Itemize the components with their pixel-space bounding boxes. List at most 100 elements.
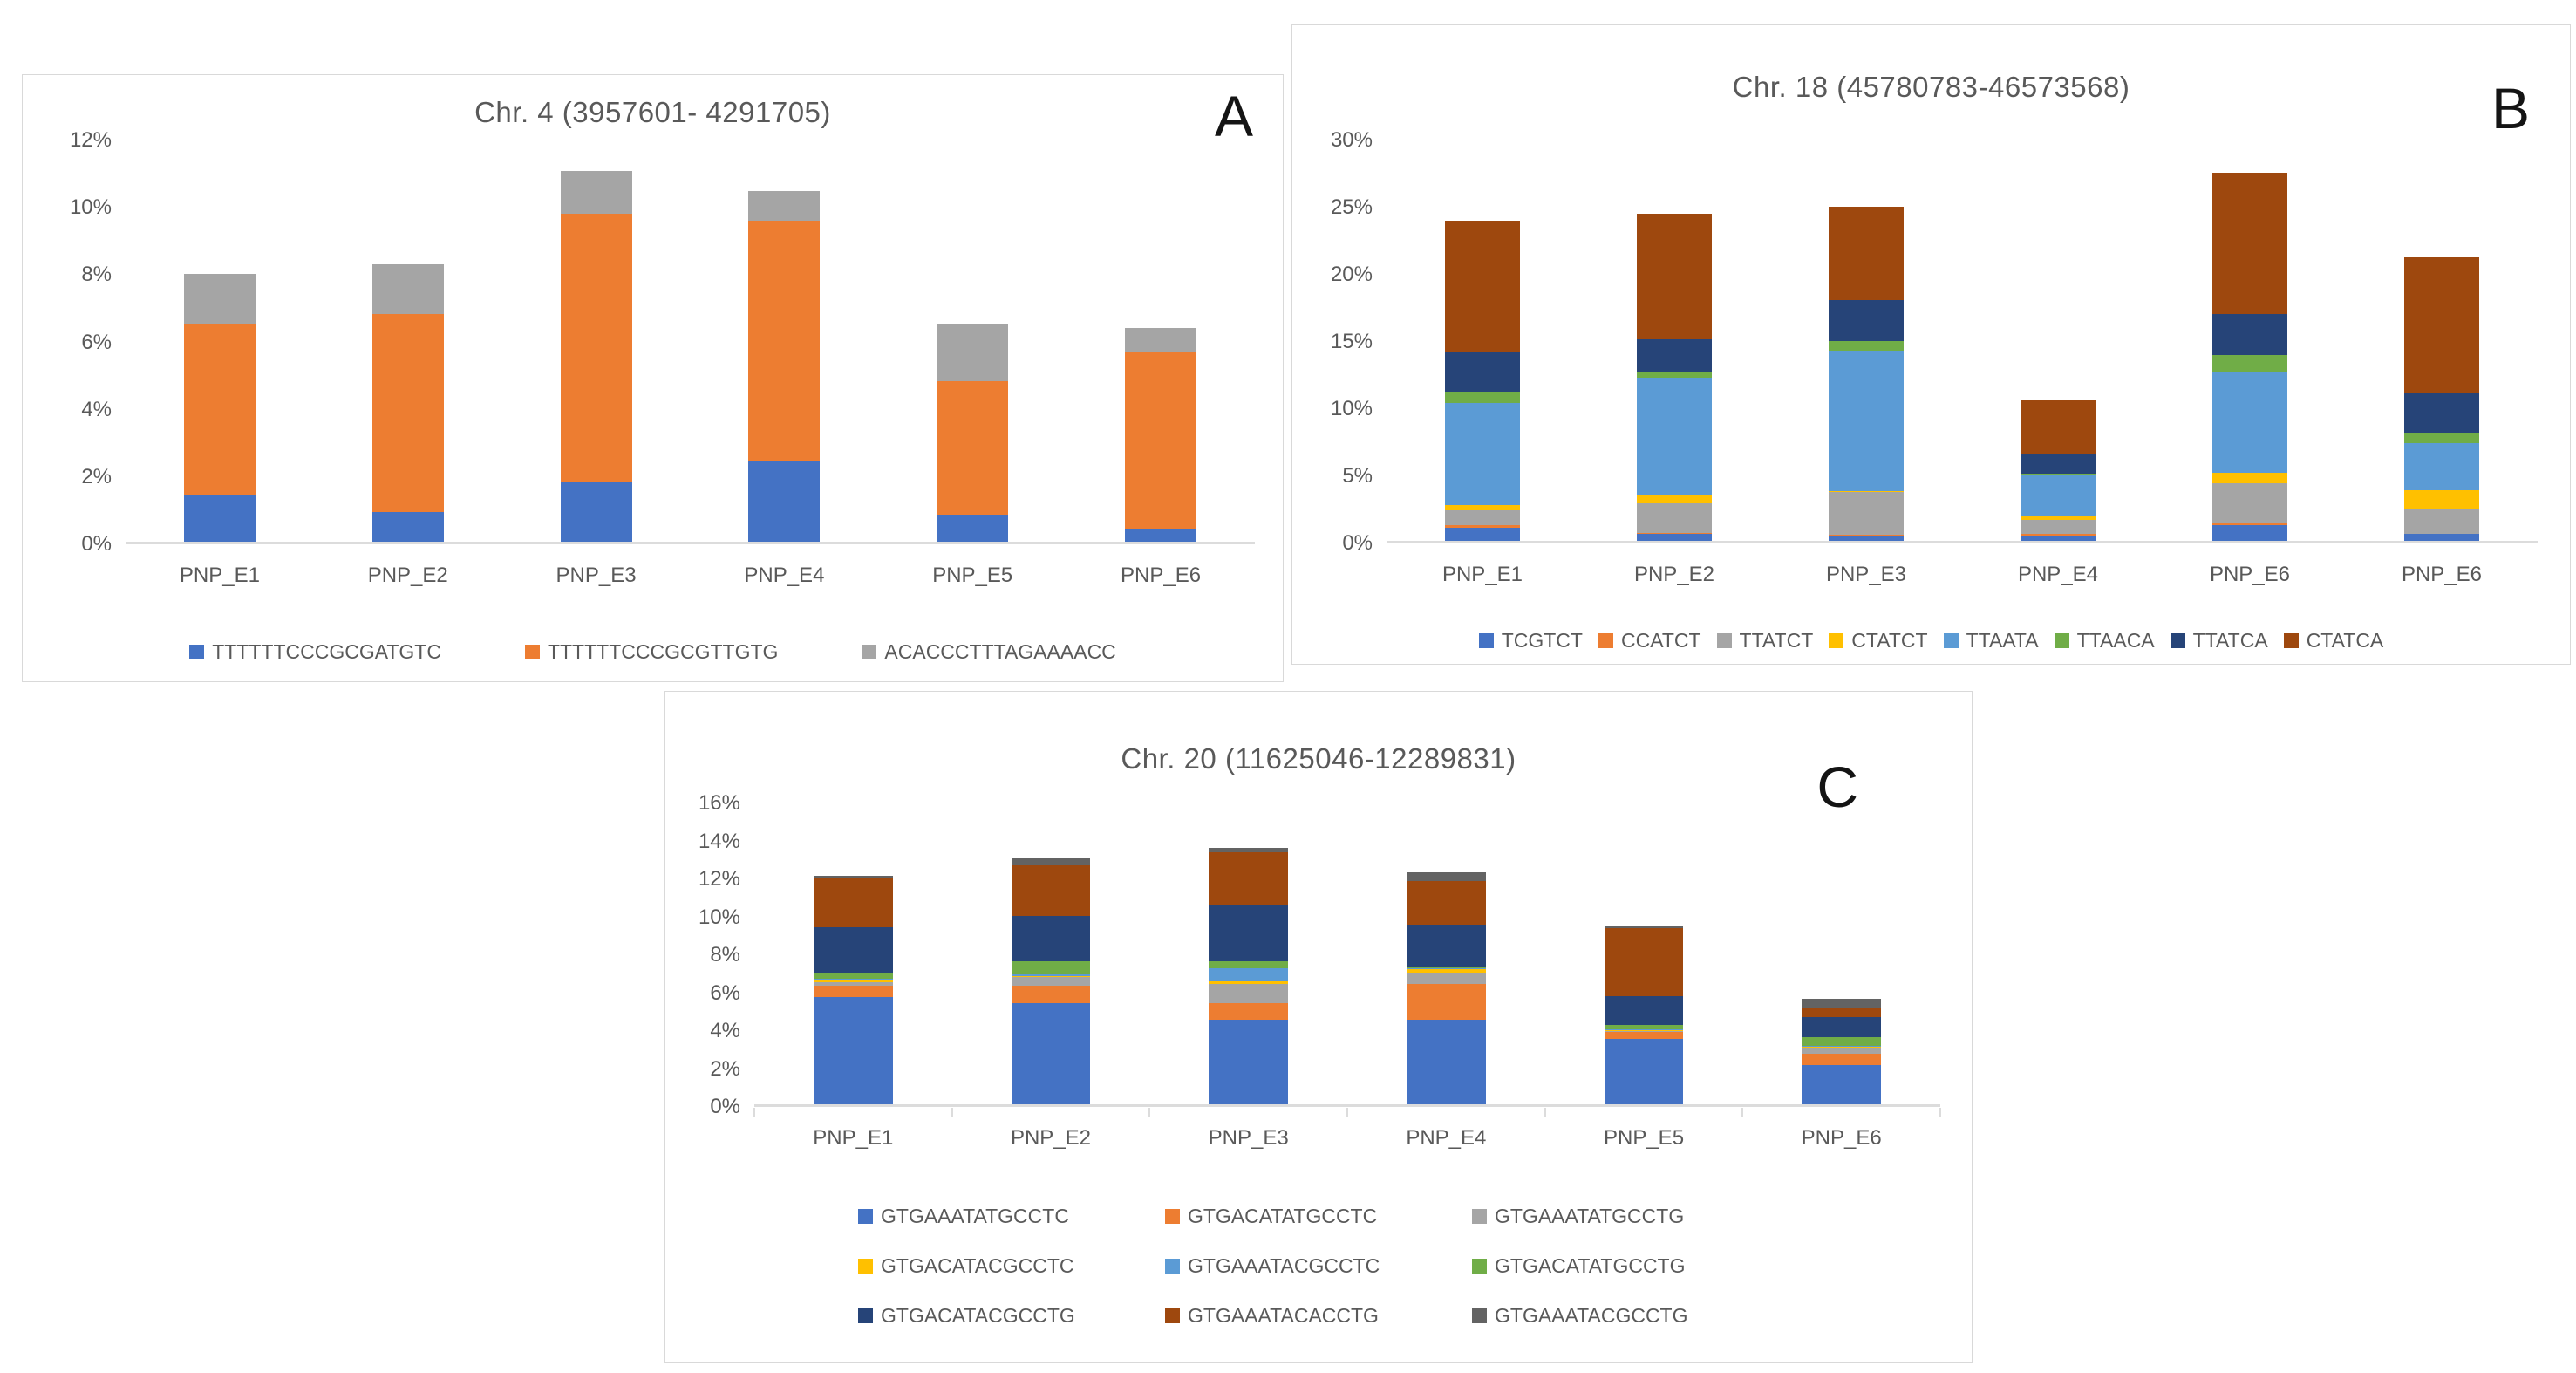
bar-segment [1407, 1019, 1486, 1104]
y-axis-tick-label: 16% [698, 791, 740, 815]
x-axis-label: PNP_E6 [2209, 563, 2291, 586]
bar-segment [814, 986, 893, 998]
y-axis-tick-label: 25% [1330, 195, 1373, 219]
bar-segment [1802, 1064, 1882, 1104]
category-slot [1067, 140, 1255, 542]
bar-segment [1011, 977, 1091, 987]
category-slot [502, 140, 691, 542]
bar-segment [814, 927, 893, 973]
bar-segment [560, 170, 632, 215]
legend-label: GTGAAATATGCCTG [1495, 1205, 1685, 1227]
legend-item: TTTTTTCCCGCGATGTC [189, 640, 441, 664]
bar-segment [2021, 399, 2096, 454]
bar-segment [1209, 852, 1288, 905]
x-axis-tick-mark [753, 1108, 755, 1117]
bar-segment [2212, 172, 2287, 314]
legend-label: TTTTTTCCCGCGTTGTG [547, 640, 779, 663]
legend-label: GTGAAATACACCTG [1188, 1304, 1379, 1327]
y-axis: 16% 14% 12% 10% 8% 6% 4% 2% 0% [671, 791, 754, 1118]
bar-segment [814, 997, 893, 1104]
chart-panel-a: Chr. 4 (3957601- 4291705) A 12% 10% 8% 6% 4%… [22, 74, 1284, 682]
bar-segment [1802, 1016, 1882, 1038]
bar-segment [1637, 214, 1712, 340]
category-slot [2346, 140, 2538, 541]
legend-label: TTATCT [1739, 629, 1814, 652]
x-axis-tick-mark [951, 1108, 953, 1117]
bar-segment [2404, 442, 2479, 490]
bar-segment [1829, 535, 1904, 541]
panel-letter-b: B [2491, 76, 2530, 140]
legend-item: GTGACATATGCCTC [1165, 1205, 1472, 1228]
bar-segment [2021, 475, 2096, 516]
bar-segment [1604, 1025, 1684, 1029]
x-axis-tick-mark [1346, 1108, 1348, 1117]
legend-label: TTATCA [2192, 629, 2268, 652]
chart-panel-b: Chr. 18 (45780783-46573568) B 30% 25% 20% 1… [1291, 24, 2571, 665]
bar-segment [1407, 984, 1486, 1020]
legend: TCGTCT CCATCT TTATCT CTATCT TTAATA TTAACA TTAT… [1292, 629, 2570, 652]
bar-segment [937, 324, 1009, 382]
x-axis-label: PNP_E5 [1603, 1126, 1685, 1150]
bar-segment [1637, 372, 1712, 379]
category-slot [314, 140, 502, 542]
bar-segment [1445, 352, 1520, 392]
x-axis-label: PNP_E1 [1441, 563, 1523, 586]
legend-swatch [858, 1209, 873, 1224]
legend-label: CTATCT [1851, 629, 1928, 652]
category-slot [1578, 140, 1770, 541]
legend-label: TCGTCT [1501, 629, 1583, 652]
y-axis-tick-label: 20% [1330, 262, 1373, 286]
bar-segment [1407, 871, 1486, 882]
y-axis-tick-label: 6% [710, 980, 740, 1005]
legend-swatch [1472, 1308, 1487, 1323]
bar-segment [1445, 504, 1520, 510]
plot-area: 16% 14% 12% 10% 8% 6% 4% 2% 0% PNP_E1 PNP_E2 PNP_E… [699, 791, 1941, 1150]
bar-segment [2404, 533, 2479, 535]
bar-segment [2212, 483, 2287, 523]
bar-segment [1637, 534, 1712, 541]
bar-segment [1802, 1048, 1882, 1054]
bar-segment [2021, 515, 2096, 521]
bar-segment [1604, 1029, 1684, 1031]
bars-area [1387, 140, 2538, 543]
legend-item: TTATCA [2170, 629, 2268, 652]
stacked-bar [748, 140, 821, 542]
category-slot [1347, 803, 1545, 1104]
category-slot [952, 803, 1150, 1104]
legend-item: TTAACA [2054, 629, 2155, 652]
legend-label: GTGACATATGCCTC [1188, 1205, 1378, 1227]
legend-swatch [1165, 1259, 1180, 1274]
stacked-bar [2404, 140, 2479, 541]
bars-area [754, 803, 1940, 1107]
bar-segment [1011, 976, 1091, 978]
bar-segment [1011, 974, 1091, 977]
bar-segment [560, 214, 632, 482]
category-slot [1962, 140, 2154, 541]
x-axis-label: PNP_E2 [1010, 1126, 1092, 1150]
y-axis-tick-label: 8% [710, 943, 740, 967]
bar-segment [1407, 925, 1486, 967]
legend-item: GTGACATATGCCTG [1472, 1254, 1779, 1278]
x-axis-label: PNP_E4 [2017, 563, 2099, 586]
legend-label: TTTTTTCCCGCGATGTC [212, 640, 441, 663]
x-axis-labels: PNP_E1 PNP_E2 PNP_E3 PNP_E4 PNP_E5 PNP_E6 [126, 564, 1255, 588]
x-axis-tick-mark [1741, 1108, 1744, 1117]
bar-segment [183, 274, 256, 324]
bar-segment [1604, 1038, 1684, 1104]
x-axis-label: PNP_E3 [1825, 563, 1907, 586]
bars-area [126, 140, 1255, 544]
y-axis-tick-label: 2% [710, 1056, 740, 1081]
bar-segment [371, 314, 444, 512]
bar-segment [1125, 351, 1197, 529]
legend-label: GTGAAATACGCCTG [1495, 1304, 1688, 1327]
bar-segment [2404, 433, 2479, 443]
bar-segment [1407, 973, 1486, 984]
bar-segment [1209, 1002, 1288, 1020]
category-slot [754, 803, 952, 1104]
bar-segment [1209, 847, 1288, 853]
bar-segment [2021, 454, 2096, 474]
stacked-bar [1829, 140, 1904, 541]
bar-segment [2404, 508, 2479, 534]
x-axis-ticks [753, 1108, 1941, 1117]
bar-segment [2212, 313, 2287, 356]
